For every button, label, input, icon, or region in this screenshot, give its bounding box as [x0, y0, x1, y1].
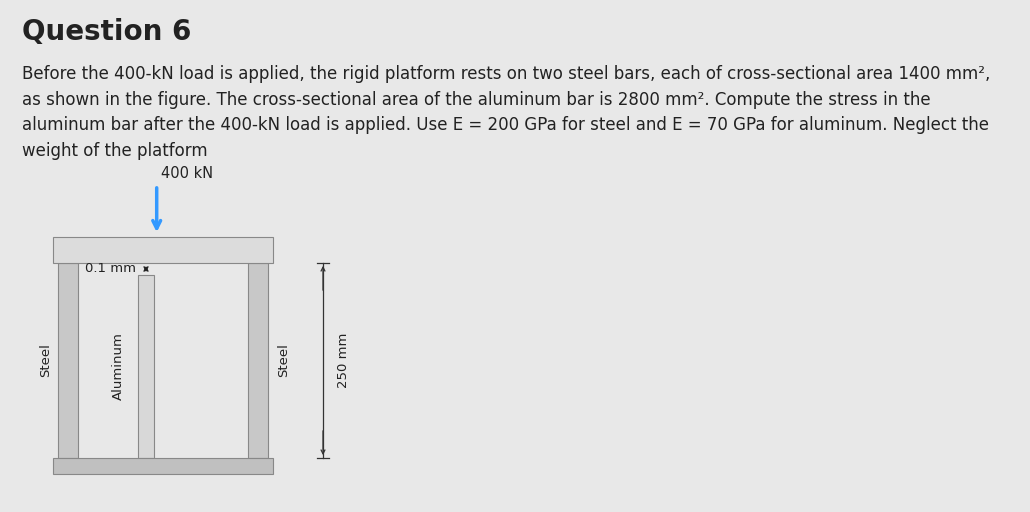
- Text: Aluminum: Aluminum: [111, 333, 125, 400]
- Text: Steel: Steel: [39, 344, 53, 377]
- Bar: [248, 263, 268, 458]
- Text: Before the 400-kN load is applied, the rigid platform rests on two steel bars, e: Before the 400-kN load is applied, the r…: [22, 65, 991, 160]
- Bar: [138, 275, 154, 458]
- Bar: [53, 237, 273, 263]
- Bar: [53, 458, 273, 474]
- Text: 250 mm: 250 mm: [337, 333, 350, 388]
- Text: Steel: Steel: [277, 344, 290, 377]
- Text: 0.1 mm: 0.1 mm: [85, 263, 136, 275]
- Text: 400 kN: 400 kN: [161, 166, 213, 181]
- Bar: [58, 263, 78, 458]
- Text: Question 6: Question 6: [22, 18, 192, 46]
